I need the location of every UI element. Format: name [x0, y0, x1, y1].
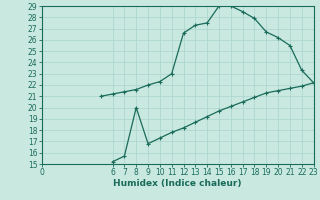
X-axis label: Humidex (Indice chaleur): Humidex (Indice chaleur) [113, 179, 242, 188]
